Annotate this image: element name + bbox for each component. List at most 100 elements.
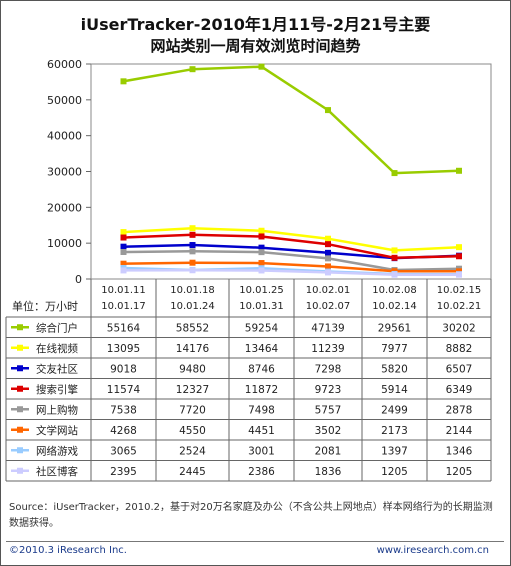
data-point (456, 271, 462, 278)
source-note: Source：iUserTracker，2010.2，基于对20万名家庭及办公（… (9, 502, 493, 529)
data-point (189, 66, 196, 73)
legend-label: 网上购物 (36, 403, 78, 416)
data-point (456, 167, 462, 174)
data-label: 7538 (110, 404, 137, 416)
category-label: 10.01.24 (170, 301, 215, 312)
legend-label: 综合门户 (36, 321, 78, 334)
data-label: 6507 (446, 363, 473, 375)
data-label: 7298 (315, 363, 342, 375)
data-point (325, 255, 331, 262)
data-label: 1205 (381, 466, 408, 478)
y-tick-label: 50000 (47, 94, 82, 107)
data-label: 1836 (315, 466, 342, 478)
legend-marker (17, 365, 23, 372)
data-label: 8882 (446, 343, 473, 355)
data-label: 4550 (179, 425, 206, 437)
data-point (325, 263, 331, 270)
data-point (258, 63, 265, 70)
data-point (120, 260, 127, 267)
data-label: 2395 (110, 466, 137, 478)
data-point (120, 248, 127, 255)
data-point (325, 107, 331, 114)
chart-title-line1: iUserTracker-2010年1月11号-2月21号主要 (80, 15, 431, 34)
category-label: 10.01.18 (170, 285, 215, 296)
data-point (120, 229, 127, 236)
legend-marker (17, 344, 23, 351)
data-point (189, 248, 196, 255)
series-line (123, 250, 460, 272)
data-label: 2386 (248, 466, 275, 478)
data-point (120, 234, 127, 241)
data-label: 2878 (446, 404, 473, 416)
data-label: 7720 (179, 404, 206, 416)
data-label: 2524 (179, 445, 206, 457)
data-point (325, 269, 331, 276)
data-label: 58552 (176, 322, 209, 334)
data-label: 12327 (176, 384, 209, 396)
data-point (456, 244, 462, 251)
y-tick-label: 10000 (47, 237, 82, 250)
data-label: 55164 (107, 322, 141, 334)
data-point (258, 233, 265, 240)
category-label: 10.01.25 (239, 285, 284, 296)
unit-label: 单位：万小时 (12, 299, 78, 313)
data-label: 3502 (315, 425, 342, 437)
data-label: 9723 (315, 384, 342, 396)
data-label: 5820 (381, 363, 408, 375)
data-point (120, 78, 127, 85)
footer-divider (6, 541, 504, 542)
series-line (123, 268, 459, 276)
legend-marker (17, 467, 23, 474)
legend-label: 网络游戏 (36, 444, 78, 457)
website-link[interactable]: www.iresearch.com.cn (376, 545, 489, 556)
data-point (189, 267, 196, 274)
y-tick-label: 60000 (47, 58, 82, 71)
legend-label: 社区博客 (36, 465, 78, 478)
series-line (123, 226, 460, 252)
data-label: 11574 (107, 384, 141, 396)
legend-marker (17, 447, 23, 454)
data-label: 9018 (110, 363, 137, 375)
data-point (391, 170, 398, 177)
data-label: 4268 (110, 425, 137, 437)
data-point (189, 242, 196, 249)
series-line (123, 233, 460, 260)
data-label: 5757 (315, 404, 342, 416)
legend-label: 交友社区 (36, 362, 78, 375)
category-label: 10.02.01 (306, 285, 351, 296)
chart-title-line2: 网站类别一周有效浏览时间趋势 (150, 37, 361, 55)
data-point (258, 244, 265, 251)
category-label: 10.01.31 (239, 301, 284, 312)
data-point (189, 225, 196, 232)
data-point (189, 231, 196, 238)
legend-label: 在线视频 (36, 342, 78, 355)
category-label: 10.02.15 (437, 285, 482, 296)
data-label: 1346 (446, 445, 473, 457)
data-label: 47139 (311, 322, 344, 334)
series-line (123, 261, 460, 273)
data-label: 3001 (248, 445, 275, 457)
data-label: 59254 (245, 322, 279, 334)
data-point (391, 271, 398, 278)
data-label: 29561 (378, 322, 411, 334)
legend-marker (17, 385, 23, 392)
data-point (325, 241, 331, 248)
data-point (120, 243, 127, 250)
series-line (123, 65, 460, 175)
data-label: 13095 (107, 343, 140, 355)
chart-svg: 0 10000 20000 30000 40000 50000 60000 单位：万小时 10.… (5, 58, 492, 482)
data-point (258, 227, 265, 234)
data-label: 7498 (248, 404, 275, 416)
data-label: 5914 (381, 384, 408, 396)
data-label: 4451 (248, 425, 275, 437)
legend-marker (17, 426, 23, 433)
category-label: 10.02.07 (306, 301, 351, 312)
data-point (120, 267, 127, 274)
category-label: 10.02.14 (372, 301, 417, 312)
data-label: 11872 (245, 384, 278, 396)
category-label: 10.01.17 (101, 301, 146, 312)
legend-label: 文学网站 (36, 424, 78, 437)
data-point (456, 253, 462, 260)
data-label: 2081 (315, 445, 342, 457)
data-point (258, 260, 265, 267)
